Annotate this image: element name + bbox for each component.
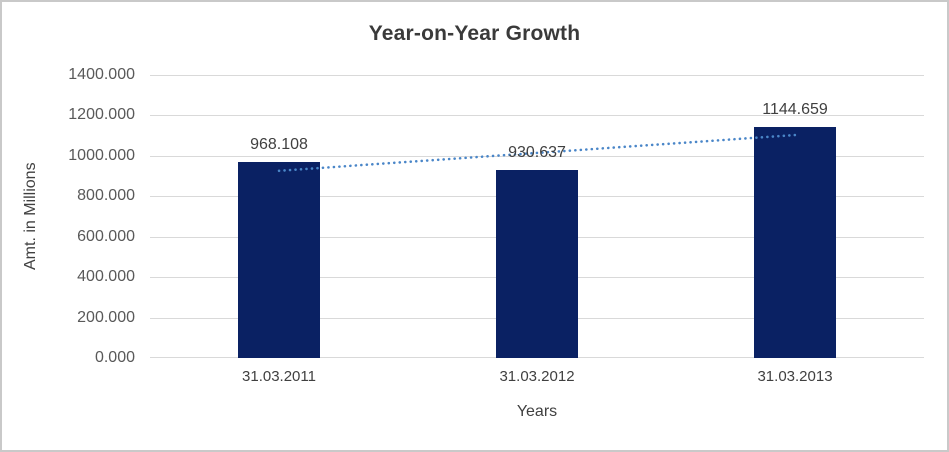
chart-title: Year-on-Year Growth [368,22,581,45]
y-tick-label: 1200.000 [68,106,135,124]
x-tick-label: 31.03.2013 [757,368,833,385]
bar-value-label: 968.108 [250,136,308,154]
gridline [150,75,924,76]
bar-value-label: 1144.659 [762,100,828,118]
x-axis-title: Years [516,403,558,420]
trendline [277,133,797,173]
x-tick-label: 31.03.2012 [499,368,575,385]
x-tick-label: 31.03.2011 [242,368,316,385]
y-tick-label: 600.000 [77,227,135,245]
x-axis-tick-labels: 31.03.2011 31.03.2012 31.03.2013 [150,368,924,388]
y-tick-label: 1000.000 [68,146,135,164]
plot-area: 968.108 930.637 1144.659 [150,75,924,358]
trendline-svg [277,133,797,173]
bar-31.03.2012 [496,169,578,358]
y-tick-label: 400.000 [77,268,135,286]
y-axis-tick-labels: 0.000 200.000 400.000 600.000 800.000 1000.00… [40,67,135,366]
y-tick-label: 1400.000 [68,66,135,83]
y-tick-label: 200.000 [77,308,135,326]
gridline [150,115,924,117]
gridline [150,155,924,157]
bar-31.03.2013 [754,126,836,358]
y-tick-label: 800.000 [77,187,135,205]
y-tick-label: 0.000 [94,349,135,366]
bar-31.03.2011 [238,162,320,358]
bar-value-label: 930.637 [508,143,566,161]
